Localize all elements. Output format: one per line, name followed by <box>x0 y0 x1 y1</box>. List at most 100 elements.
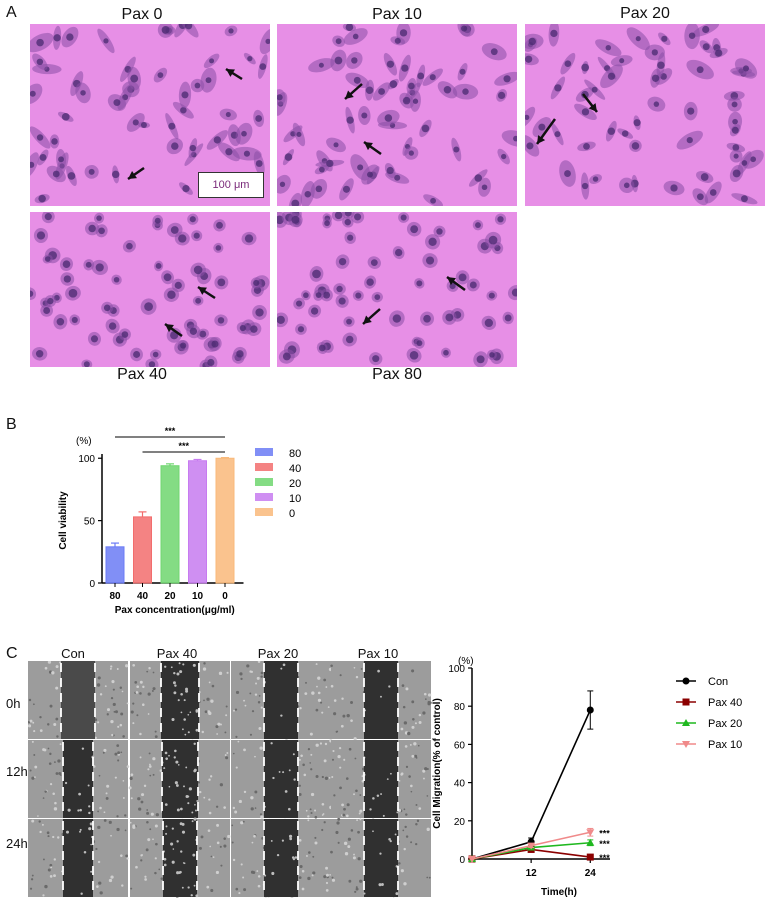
cell-nucleus <box>394 174 401 181</box>
cell-speckle <box>150 812 154 816</box>
cell-speckle <box>344 852 349 856</box>
migrated-cell <box>287 807 291 811</box>
cell-speckle <box>331 878 336 882</box>
migrated-cell <box>177 763 180 766</box>
cell-nucleus <box>53 34 61 42</box>
migrated-cell <box>65 830 70 834</box>
cell-nucleus <box>171 142 179 150</box>
cell-nucleus <box>619 58 625 64</box>
cell-nucleus <box>370 259 378 267</box>
cell-speckle <box>38 820 41 823</box>
panel-c-letter: C <box>6 645 18 662</box>
cell-nucleus <box>591 86 598 93</box>
cell-nucleus <box>714 49 723 57</box>
cell-nucleus <box>378 88 386 95</box>
cell-speckle <box>122 735 125 738</box>
migrated-cell <box>163 857 167 861</box>
cell-nucleus <box>291 199 300 206</box>
cell-speckle <box>352 856 356 860</box>
cell-speckle <box>305 809 308 812</box>
cell-nucleus <box>58 156 64 163</box>
cell-speckle <box>201 730 205 734</box>
cell-nucleus <box>71 316 78 323</box>
cell-speckle <box>126 765 130 768</box>
cell-speckle <box>49 863 53 867</box>
cell-nucleus <box>351 57 358 64</box>
migrated-cell <box>394 833 397 836</box>
migrated-cell <box>183 718 186 721</box>
cell-speckle <box>425 698 427 700</box>
cell-speckle <box>337 841 340 844</box>
cell-speckle <box>321 711 324 714</box>
migrated-cell <box>378 883 382 887</box>
cell-speckle <box>110 665 113 668</box>
bar <box>160 465 180 584</box>
cell-speckle <box>141 854 144 856</box>
cell-speckle <box>249 670 252 673</box>
cell-speckle <box>359 879 363 883</box>
cell-speckle <box>124 829 127 832</box>
cell-speckle <box>301 869 305 873</box>
cell-nucleus <box>474 174 483 182</box>
cell-speckle <box>336 821 340 825</box>
cell-speckle <box>250 807 254 811</box>
cell-speckle <box>49 704 53 708</box>
cell-speckle <box>136 714 139 717</box>
arrow-marker <box>535 118 557 145</box>
arrow-head <box>198 287 207 295</box>
migrated-cell <box>88 805 91 808</box>
cell-nucleus <box>44 213 52 221</box>
migrated-cell <box>185 795 189 799</box>
migrated-cell <box>187 802 190 805</box>
migrated-cell <box>396 811 399 814</box>
migrated-cell <box>172 848 175 850</box>
cell-speckle <box>257 875 261 878</box>
cell-nucleus <box>255 308 264 317</box>
cell-nucleus <box>607 72 616 80</box>
cell-nucleus <box>416 280 423 287</box>
cell-speckle <box>211 684 215 688</box>
arrow-marker <box>127 166 145 181</box>
cell-nucleus <box>213 136 222 144</box>
cell-speckle <box>242 876 245 879</box>
cell-speckle <box>353 853 355 856</box>
cell-nucleus <box>581 182 589 190</box>
migrated-cell <box>191 820 194 823</box>
cell-nucleus <box>182 184 190 193</box>
cell-speckle <box>208 798 211 801</box>
cell-speckle <box>95 847 98 851</box>
cell-speckle <box>339 786 342 790</box>
cell-speckle <box>120 712 124 716</box>
cell-nucleus <box>170 226 179 234</box>
cell-speckle <box>309 732 313 736</box>
legend-marker <box>682 698 690 706</box>
migrated-cell <box>83 850 87 854</box>
cell-speckle <box>405 813 408 816</box>
cell-nucleus <box>80 90 86 96</box>
cell-speckle <box>47 747 50 750</box>
migrated-cell <box>382 814 385 817</box>
cell-nucleus <box>436 228 443 235</box>
cell-speckle <box>129 776 133 781</box>
cell-speckle <box>135 691 139 694</box>
cell-speckle <box>317 698 322 702</box>
migrated-cell <box>380 883 384 887</box>
cell-speckle <box>136 685 140 689</box>
cell-nucleus <box>253 279 260 287</box>
cell-speckle <box>126 857 129 860</box>
cell-nucleus <box>347 234 354 241</box>
cell-speckle <box>407 731 411 736</box>
cell-speckle <box>257 884 261 888</box>
cell-speckle <box>217 722 221 726</box>
migrated-cell <box>380 695 382 698</box>
migrated-cell <box>79 828 82 831</box>
cell-speckle <box>46 831 50 835</box>
micrograph-pax-20 <box>525 24 765 206</box>
cell-speckle <box>209 775 213 778</box>
migrated-cell <box>270 839 273 842</box>
significance-stars: *** <box>599 853 610 863</box>
cell-speckle <box>143 784 147 788</box>
cell-speckle <box>410 784 413 788</box>
cell-speckle <box>353 737 357 741</box>
cell-speckle <box>309 808 312 811</box>
